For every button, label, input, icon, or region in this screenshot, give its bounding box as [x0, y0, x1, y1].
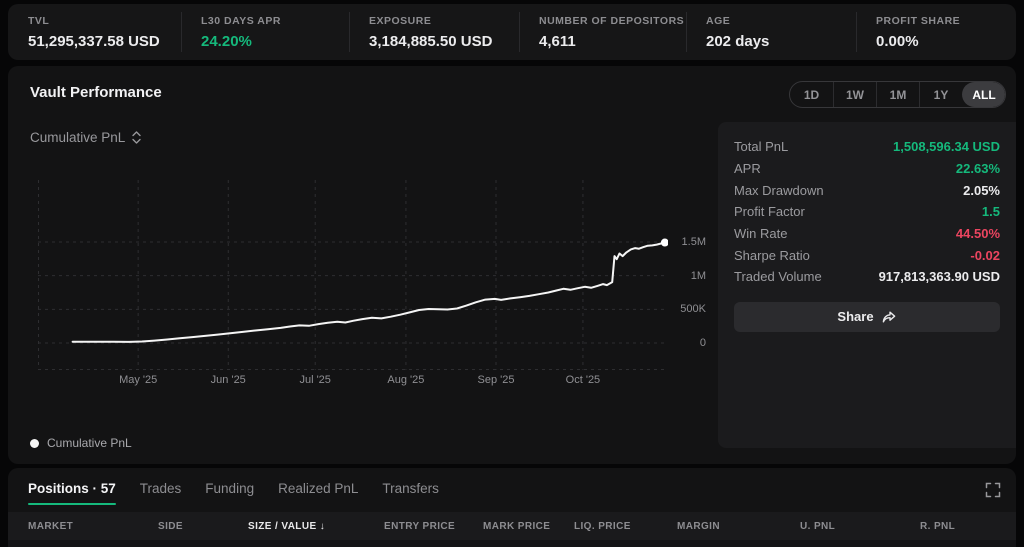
- x-axis-tick: Aug '25: [387, 374, 425, 386]
- vault-stat-row: Max Drawdown 2.05%: [734, 179, 1000, 201]
- stat-value: 24.20%: [201, 33, 252, 50]
- vault-stat-label: Win Rate: [734, 226, 788, 242]
- tab-transfers[interactable]: Transfers: [382, 481, 439, 496]
- time-range-selector: 1D 1W 1M 1Y ALL: [789, 81, 1006, 108]
- column-header-mark-price[interactable]: MARK PRICE: [483, 520, 551, 532]
- vault-stat-label: Profit Factor: [734, 204, 805, 220]
- column-header-liq-price[interactable]: LIQ. PRICE: [574, 520, 631, 532]
- summary-stat-l30-days-apr: L30 DAYS APR 24.20%: [181, 4, 349, 60]
- column-header-size-value[interactable]: SIZE / VALUE ↓: [248, 520, 326, 532]
- y-axis-tick: 0: [699, 337, 706, 349]
- positions-section: Positions · 57 Trades Funding Realized PnL T…: [8, 468, 1016, 547]
- y-axis-tick: 1M: [690, 269, 706, 282]
- summary-stat-profit-share: PROFIT SHARE 0.00%: [856, 4, 1016, 60]
- vault-stat-value: 917,813,363.90 USD: [878, 269, 1000, 285]
- vault-stat-value: 44.50%: [955, 226, 1000, 242]
- vault-stat-label: Traded Volume: [734, 269, 822, 285]
- range-button-1d[interactable]: 1D: [790, 82, 833, 107]
- stat-label: EXPOSURE: [369, 15, 432, 27]
- vault-stat-value: 1,508,596.34 USD: [893, 139, 1000, 155]
- stat-label: AGE: [706, 15, 731, 27]
- chart-legend: Cumulative PnL: [30, 436, 132, 450]
- summary-stat-age: AGE 202 days: [686, 4, 856, 60]
- vault-stat-label: APR: [734, 161, 761, 177]
- column-header-side[interactable]: SIDE: [158, 520, 183, 532]
- column-header-margin[interactable]: MARGIN: [677, 520, 720, 532]
- sort-chevrons-icon: [132, 131, 142, 144]
- vault-stat-row: Profit Factor 1.5: [734, 201, 1000, 223]
- chart-x-axis: May '25 Jun '25 Jul '25 Aug '25 Sep '25 Oct '…: [38, 374, 668, 390]
- series-end-marker: [660, 238, 668, 247]
- column-header-entry-price[interactable]: ENTRY PRICE: [384, 520, 456, 532]
- stat-value: 4,611: [539, 33, 576, 50]
- tab-funding[interactable]: Funding: [205, 481, 255, 496]
- stat-label: TVL: [28, 15, 50, 27]
- stat-label: L30 DAYS APR: [201, 15, 281, 27]
- pnl-line-series: [71, 241, 666, 343]
- tab-trades[interactable]: Trades: [139, 481, 182, 496]
- stat-value: 202 days: [706, 33, 770, 50]
- vault-stat-label: Total PnL: [734, 139, 789, 155]
- vault-stats-card: Total PnL 1,508,596.34 USD APR 22.63% Max Dr…: [718, 122, 1016, 448]
- y-axis-tick: 500K: [680, 303, 706, 316]
- stat-value: 3,184,885.50 USD: [369, 33, 493, 50]
- vault-stat-row: Total PnL 1,508,596.34 USD: [734, 136, 1000, 158]
- vault-stat-label: Max Drawdown: [734, 182, 824, 198]
- stat-value: 51,295,337.58 USD: [28, 33, 160, 50]
- fullscreen-icon: [985, 482, 1001, 498]
- column-header-u-pnl[interactable]: U. PNL: [800, 520, 836, 532]
- x-axis-tick: May '25: [119, 374, 158, 386]
- positions-tabs: Positions · 57 Trades Funding Realized PnL T…: [8, 468, 1016, 505]
- vault-stat-row: APR 22.63%: [734, 158, 1000, 180]
- vault-stat-value: 1.5: [981, 204, 1000, 220]
- y-axis-tick: 1.5M: [681, 236, 706, 248]
- vault-performance-panel: Vault Performance 1D 1W 1M 1Y ALL Cumulative…: [8, 66, 1016, 464]
- share-button-label: Share: [837, 309, 874, 325]
- vault-stat-row: Sharpe Ratio -0.02: [734, 244, 1000, 266]
- column-header-r-pnl[interactable]: R. PNL: [920, 520, 956, 532]
- vault-summary-bar: TVL 51,295,337.58 USD L30 DAYS APR 24.20% EX…: [8, 4, 1016, 60]
- table-row[interactable]: [8, 540, 1016, 547]
- fullscreen-button[interactable]: [984, 482, 1002, 500]
- vault-stat-label: Sharpe Ratio: [734, 247, 810, 263]
- tab-realized[interactable]: Realized PnL: [278, 481, 359, 496]
- stat-label: PROFIT SHARE: [876, 15, 961, 27]
- legend-label: Cumulative PnL: [47, 436, 132, 450]
- range-button-1m[interactable]: 1M: [876, 82, 919, 107]
- vault-stat-value: 22.63%: [955, 161, 1000, 177]
- positions-table-header: MARKET SIDE SIZE / VALUE ↓ ENTRY PRICE MARK …: [8, 512, 1016, 540]
- summary-stat-tvl: TVL 51,295,337.58 USD: [8, 4, 181, 60]
- x-axis-tick: Jun '25: [210, 374, 246, 386]
- panel-title: Vault Performance: [30, 84, 162, 101]
- range-button-1w[interactable]: 1W: [833, 82, 876, 107]
- summary-stat-exposure: EXPOSURE 3,184,885.50 USD: [349, 4, 519, 60]
- vault-stat-value: 2.05%: [963, 182, 1000, 198]
- x-axis-tick: Jul '25: [299, 374, 331, 386]
- share-icon: [882, 311, 895, 323]
- summary-stat-number-of-depositors: NUMBER OF DEPOSITORS 4,611: [519, 4, 686, 60]
- x-axis-tick: Sep '25: [477, 374, 515, 386]
- metric-selector-dropdown[interactable]: Cumulative PnL: [30, 130, 142, 145]
- legend-marker-icon: [30, 438, 39, 448]
- metric-selector-label: Cumulative PnL: [30, 130, 126, 145]
- vault-stats-rows: Total PnL 1,508,596.34 USD APR 22.63% Max Dr…: [734, 136, 1000, 288]
- stat-label: NUMBER OF DEPOSITORS: [539, 15, 685, 27]
- vault-stat-value: -0.02: [970, 247, 1000, 263]
- vault-stat-row: Traded Volume 917,813,363.90 USD: [734, 266, 1000, 288]
- chart-y-axis: 0 500K 1M 1.5M: [668, 180, 706, 370]
- column-header-market[interactable]: MARKET: [28, 520, 74, 532]
- share-button[interactable]: Share: [734, 301, 1000, 332]
- stat-value: 0.00%: [876, 33, 919, 50]
- vault-stat-row: Win Rate 44.50%: [734, 223, 1000, 245]
- cumulative-pnl-chart: [38, 180, 668, 370]
- x-axis-tick: Oct '25: [565, 374, 601, 386]
- tab-positions[interactable]: Positions · 57: [28, 481, 116, 505]
- range-button-all[interactable]: ALL: [962, 82, 1005, 107]
- range-button-1y[interactable]: 1Y: [919, 82, 962, 107]
